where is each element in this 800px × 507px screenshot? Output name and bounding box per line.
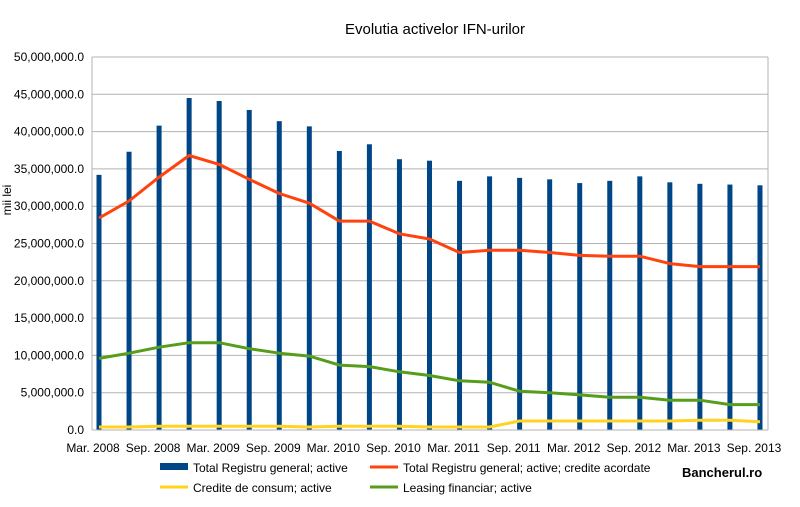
bar <box>487 176 493 430</box>
y-tick-label: 0.0 <box>67 423 84 437</box>
bar <box>156 125 162 430</box>
axes <box>91 57 769 431</box>
bar <box>426 160 432 430</box>
series-line <box>98 154 760 269</box>
y-tick-label: 35,000,000.0 <box>14 162 84 176</box>
bar <box>396 159 402 430</box>
series-line <box>99 418 761 429</box>
y-tick-label: 25,000,000.0 <box>14 237 84 251</box>
x-tick-label: Mar. 2008 <box>66 441 120 455</box>
bar <box>607 180 613 430</box>
bar <box>216 101 222 430</box>
legend-label: Total Registru general; active <box>193 461 348 475</box>
x-tick-label: Sep. 2010 <box>366 441 421 455</box>
x-axis-ticks: Mar. 2008 Sep. 2008 Mar. 2009 Sep. 2009 Mar.… <box>66 441 781 455</box>
bar <box>757 185 763 430</box>
x-tick-label: Sep. 2011 <box>487 441 541 455</box>
watermark: Bancherul.ro <box>682 465 762 480</box>
series-line <box>98 341 760 407</box>
y-axis-ticks: 0.0 5,000,000.0 10,000,000.0 15,000,000.0 20… <box>14 50 84 437</box>
y-tick-label: 5,000,000.0 <box>21 386 85 400</box>
legend: Total Registru general; active Total Regi… <box>160 461 651 495</box>
bar <box>246 109 252 430</box>
bar <box>96 174 102 430</box>
y-tick-label: 50,000,000.0 <box>14 50 84 64</box>
bar <box>727 184 733 430</box>
x-tick-label: Mar. 2012 <box>547 441 601 455</box>
y-tick-label: 20,000,000.0 <box>14 274 84 288</box>
y-tick-label: 15,000,000.0 <box>14 311 84 325</box>
bar <box>306 126 312 431</box>
line-series <box>98 154 761 429</box>
x-tick-label: Mar. 2010 <box>307 441 361 455</box>
chart-title: Evolutia activelor IFN-urilor <box>345 21 525 38</box>
x-tick-label: Sep. 2008 <box>126 441 181 455</box>
legend-label: Total Registru general; active; credite … <box>403 461 651 475</box>
bar <box>366 144 372 431</box>
legend-label: Leasing financiar; active <box>403 481 532 495</box>
x-tick-label: Mar. 2011 <box>427 441 480 455</box>
bar <box>336 150 342 430</box>
x-tick-label: Sep. 2009 <box>246 441 301 455</box>
x-tick-label: Mar. 2013 <box>667 441 721 455</box>
bar <box>577 183 583 430</box>
legend-swatch <box>160 463 188 470</box>
bar <box>637 176 643 430</box>
y-tick-label: 40,000,000.0 <box>14 125 84 139</box>
bar <box>547 179 553 430</box>
y-tick-label: 10,000,000.0 <box>14 348 84 362</box>
bar <box>186 98 192 430</box>
bar-series <box>96 98 763 431</box>
bar <box>667 182 673 430</box>
y-axis-label: mii lei <box>0 185 14 216</box>
bar <box>276 121 282 430</box>
bar <box>457 180 463 430</box>
bar <box>697 183 703 430</box>
x-tick-label: Sep. 2013 <box>727 441 782 455</box>
x-tick-label: Sep. 2012 <box>606 441 661 455</box>
x-tick-label: Mar. 2009 <box>186 441 240 455</box>
y-tick-label: 30,000,000.0 <box>14 199 84 213</box>
bar <box>517 177 523 430</box>
bar <box>126 151 132 430</box>
y-tick-label: 45,000,000.0 <box>14 87 84 101</box>
legend-label: Credite de consum; active <box>193 481 332 495</box>
